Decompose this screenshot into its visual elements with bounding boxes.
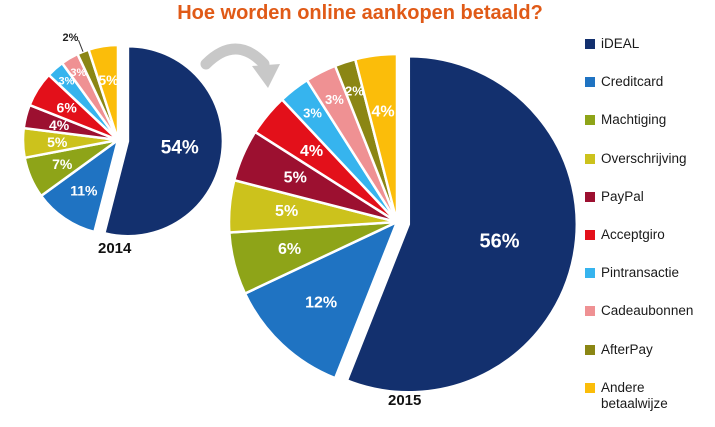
legend-swatch (585, 306, 595, 317)
legend: iDEAL Creditcard Machtiging Overschrijving P… (585, 36, 713, 418)
slice-label-2014: 7% (52, 156, 73, 172)
slice-label-2014: 3% (70, 67, 86, 79)
slice-label-2014: 5% (98, 72, 119, 88)
pie-slice-2015-andere-betaalwijze (353, 52, 399, 223)
slice-label-2014: 11% (70, 182, 98, 198)
legend-label: AfterPay (601, 341, 653, 357)
slice-label-2015: 2% (345, 83, 364, 98)
legend-swatch (585, 115, 595, 126)
arrow-shaft (200, 43, 270, 70)
legend-swatch (585, 268, 595, 279)
slice-label-2014: 3% (59, 76, 75, 88)
legend-item: Cadeaubonnen (585, 303, 713, 341)
slice-label-2014: 5% (47, 134, 68, 150)
year-label-2014: 2014 (98, 240, 132, 257)
legend-item: AfterPay (585, 342, 713, 380)
pie-slice-2014-andere-betaalwijze (87, 43, 120, 141)
leader-line (78, 40, 84, 52)
legend-label: Acceptgiro (601, 226, 665, 242)
legend-swatch (585, 344, 595, 355)
pie-chart-2014: 54%11%7%5%4%6%3%3%2%5% (21, 32, 225, 238)
legend-item: Andere betaalwijze (585, 380, 713, 418)
pie-slice-2014-creditcard (39, 136, 121, 234)
legend-swatch (585, 77, 595, 88)
pie-slice-2014-ideal (102, 45, 225, 238)
pie-slice-2015-ideal (345, 54, 578, 394)
slice-label-2015: 12% (305, 294, 337, 311)
legend-item: Pintransactie (585, 265, 713, 303)
legend-label: Cadeaubonnen (601, 303, 694, 319)
slice-label-2015: 6% (278, 241, 301, 258)
legend-swatch (585, 153, 595, 164)
legend-label: Machtiging (601, 112, 667, 128)
slice-label-2014: 2% (63, 32, 79, 44)
legend-item: Acceptgiro (585, 227, 713, 265)
slice-label-2014: 6% (57, 99, 78, 115)
year-label-2015: 2015 (388, 392, 422, 409)
legend-swatch (585, 382, 595, 393)
slice-label-2015: 56% (480, 231, 520, 253)
legend-label: betaalwijze (601, 395, 668, 411)
pie-chart-2015: 56%12%6%5%5%4%3%3%2%4% (227, 52, 578, 394)
transition-arrow (200, 43, 280, 88)
chart-title: Hoe worden online aankopen betaald? (177, 2, 543, 24)
legend-item: Overschrijving (585, 151, 713, 189)
legend-item: PayPal (585, 189, 713, 227)
legend-swatch (585, 39, 595, 49)
slice-label-2015: 4% (372, 103, 395, 120)
slice-label-2014: 54% (161, 137, 199, 158)
legend-item: Machtiging (585, 112, 713, 150)
slice-label-2015: 4% (300, 143, 323, 160)
legend-label: PayPal (601, 188, 644, 204)
legend-label: iDEAL (601, 36, 640, 51)
legend-swatch (585, 191, 595, 202)
legend-swatch (585, 229, 595, 240)
legend-label: Pintransactie (601, 265, 680, 281)
slice-label-2015: 3% (303, 106, 322, 121)
arrow-head (252, 64, 280, 88)
slice-label-2015: 5% (284, 169, 307, 186)
slice-label-2015: 5% (275, 203, 298, 220)
pie-slice-2015-creditcard (243, 219, 400, 380)
legend-item: Creditcard (585, 74, 713, 112)
legend-label: Overschrijving (601, 150, 687, 166)
slice-label-2015: 3% (325, 92, 344, 107)
legend-item: iDEAL (585, 36, 713, 74)
slice-label-2014: 4% (49, 117, 70, 133)
legend-label: Creditcard (601, 74, 664, 90)
legend-label: Andere (601, 379, 645, 395)
